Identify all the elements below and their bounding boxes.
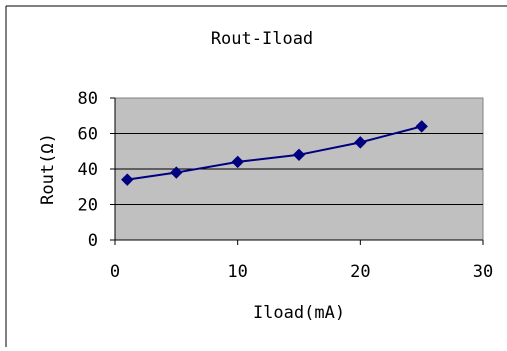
y-tick-label-2: 40 xyxy=(78,160,98,180)
y-axis-label: Rout(Ω) xyxy=(38,133,58,205)
x-tick-labels: 0 10 20 30 xyxy=(110,240,493,282)
data-point-0-2 xyxy=(231,155,244,169)
x-tick-label-1: 10 xyxy=(227,262,247,282)
data-point-0-4 xyxy=(354,136,367,149)
y-tick-label-4: 80 xyxy=(78,89,98,109)
x-tick-label-0: 0 xyxy=(110,262,120,282)
y-tick-label-0: 0 xyxy=(88,231,98,251)
y-tick-labels: 0 20 40 60 80 xyxy=(78,89,115,251)
data-point-0-0 xyxy=(121,173,134,186)
chart-title: Rout-Iload xyxy=(211,29,313,49)
data-point-0-1 xyxy=(170,166,183,179)
series-line-0 xyxy=(127,125,422,181)
series-group xyxy=(121,120,428,186)
y-tick-label-3: 60 xyxy=(78,125,98,145)
data-point-0-3 xyxy=(292,148,306,162)
y-tick-label-1: 20 xyxy=(78,196,98,216)
x-axis-label: Iload(mA) xyxy=(253,303,345,323)
x-tick-label-2: 20 xyxy=(350,262,370,282)
x-tick-label-3: 30 xyxy=(473,262,493,282)
data-point-0-5 xyxy=(415,120,428,133)
